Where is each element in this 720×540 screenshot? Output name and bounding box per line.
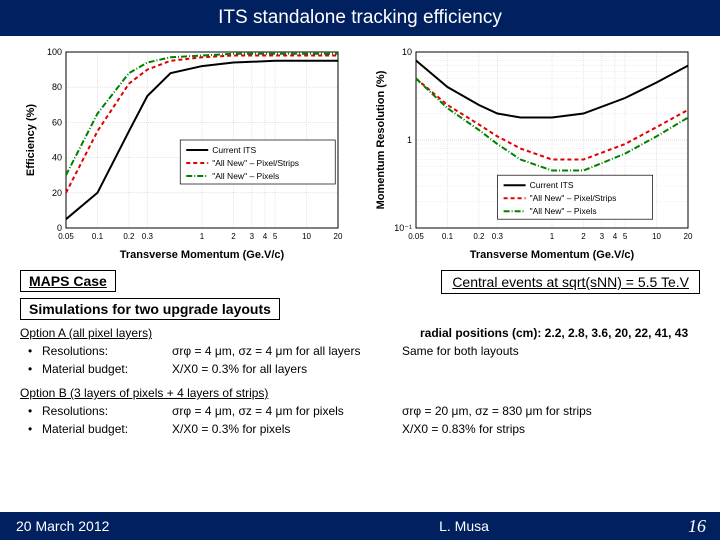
svg-text:3: 3 (600, 232, 605, 241)
efficiency-chart: 0204060801000.050.10.20.3123451020Transv… (20, 42, 350, 264)
svg-text:Current ITS: Current ITS (530, 180, 574, 190)
svg-text:Momentum Resolution (%): Momentum Resolution (%) (375, 70, 387, 209)
svg-text:0.05: 0.05 (58, 232, 74, 241)
opt-b-res-label: Resolutions: (42, 404, 172, 418)
svg-text:"All New" – Pixels: "All New" – Pixels (530, 206, 597, 216)
opt-a-mat-label: Material budget: (42, 362, 172, 376)
svg-text:0.1: 0.1 (442, 232, 454, 241)
svg-text:10: 10 (402, 47, 412, 57)
opt-b-mat-label: Material budget: (42, 422, 172, 436)
svg-text:3: 3 (250, 232, 255, 241)
svg-text:Current ITS: Current ITS (212, 145, 256, 155)
svg-text:80: 80 (52, 82, 62, 92)
svg-text:5: 5 (623, 232, 628, 241)
svg-text:0.3: 0.3 (142, 232, 154, 241)
central-events-text: Central events at sqrt(sNN) = 5.5 Te.V (452, 274, 689, 290)
svg-text:0.05: 0.05 (408, 232, 424, 241)
central-events-box: Central events at sqrt(sNN) = 5.5 Te.V (441, 270, 700, 294)
option-a-resolutions: • Resolutions: σrφ = 4 μm, σz = 4 μm for… (20, 344, 700, 358)
footer-bar: 20 March 2012 L. Musa 16 (0, 512, 720, 540)
svg-text:0.2: 0.2 (473, 232, 485, 241)
svg-text:20: 20 (334, 232, 343, 241)
option-b-header: Option B (3 layers of pixels + 4 layers … (20, 386, 700, 400)
footer-author: L. Musa (240, 518, 688, 534)
bullet-icon: • (28, 422, 42, 436)
svg-text:1: 1 (200, 232, 205, 241)
opt-a-res-label: Resolutions: (42, 344, 172, 358)
chart-right-svg: 10⁻¹1100.050.10.20.3123451020Transverse … (370, 42, 700, 264)
svg-text:60: 60 (52, 117, 62, 127)
opt-a-mat-val: X/X0 = 0.3% for all layers (172, 362, 402, 376)
resolution-chart: 10⁻¹1100.050.10.20.3123451020Transverse … (370, 42, 700, 264)
svg-text:0.3: 0.3 (492, 232, 504, 241)
bullet-icon: • (28, 344, 42, 358)
svg-text:4: 4 (263, 232, 268, 241)
svg-text:Transverse Momentum (Ge.V/c): Transverse Momentum (Ge.V/c) (120, 249, 285, 261)
info-row: MAPS Case Central events at sqrt(sNN) = … (0, 268, 720, 298)
svg-text:"All New" – Pixel/Strips: "All New" – Pixel/Strips (212, 158, 299, 168)
footer-date: 20 March 2012 (0, 518, 240, 534)
svg-text:"All New" – Pixels: "All New" – Pixels (212, 171, 279, 181)
opt-b-mat-val: X/X0 = 0.3% for pixels (172, 422, 402, 436)
svg-text:2: 2 (581, 232, 586, 241)
svg-text:4: 4 (613, 232, 618, 241)
sim-layouts-box: Simulations for two upgrade layouts (20, 298, 280, 320)
option-b-resolutions: • Resolutions: σrφ = 4 μm, σz = 4 μm for… (20, 404, 700, 418)
svg-text:0.2: 0.2 (123, 232, 135, 241)
svg-text:1: 1 (550, 232, 555, 241)
bullet-icon: • (28, 404, 42, 418)
charts-row: 0204060801000.050.10.20.3123451020Transv… (0, 36, 720, 268)
option-a-header: Option A (all pixel layers) (20, 326, 420, 340)
svg-text:"All New" – Pixel/Strips: "All New" – Pixel/Strips (530, 193, 617, 203)
opt-a-res-val: σrφ = 4 μm, σz = 4 μm for all layers (172, 344, 402, 358)
radial-note: Same for both layouts (402, 344, 700, 358)
svg-text:10: 10 (652, 232, 661, 241)
svg-text:5: 5 (273, 232, 278, 241)
svg-text:40: 40 (52, 153, 62, 163)
options-area: Option A (all pixel layers) radial posit… (0, 324, 720, 436)
svg-text:2: 2 (231, 232, 236, 241)
footer-page: 16 (688, 516, 720, 537)
svg-text:100: 100 (47, 47, 62, 57)
maps-case-box: MAPS Case (20, 270, 116, 292)
option-b-material: • Material budget: X/X0 = 0.3% for pixel… (20, 422, 700, 436)
radial-positions: radial positions (cm): 2.2, 2.8, 3.6, 20… (420, 326, 700, 344)
chart-left-svg: 0204060801000.050.10.20.3123451020Transv… (20, 42, 350, 264)
title-bar: ITS standalone tracking efficiency (0, 0, 720, 36)
slide-title: ITS standalone tracking efficiency (218, 7, 502, 29)
svg-text:1: 1 (407, 135, 412, 145)
sim-row: Simulations for two upgrade layouts (0, 298, 720, 324)
svg-text:10: 10 (302, 232, 311, 241)
svg-text:Efficiency (%): Efficiency (%) (25, 104, 37, 176)
opt-b-mat-right: X/X0 = 0.83% for strips (402, 422, 700, 436)
svg-text:Transverse Momentum (Ge.V/c): Transverse Momentum (Ge.V/c) (470, 249, 635, 261)
svg-text:20: 20 (52, 188, 62, 198)
svg-text:20: 20 (684, 232, 693, 241)
option-a-material: • Material budget: X/X0 = 0.3% for all l… (20, 362, 700, 376)
opt-b-res-val: σrφ = 4 μm, σz = 4 μm for pixels (172, 404, 402, 418)
svg-text:0.1: 0.1 (92, 232, 104, 241)
opt-b-res-right: σrφ = 20 μm, σz = 830 μm for strips (402, 404, 700, 418)
bullet-icon: • (28, 362, 42, 376)
